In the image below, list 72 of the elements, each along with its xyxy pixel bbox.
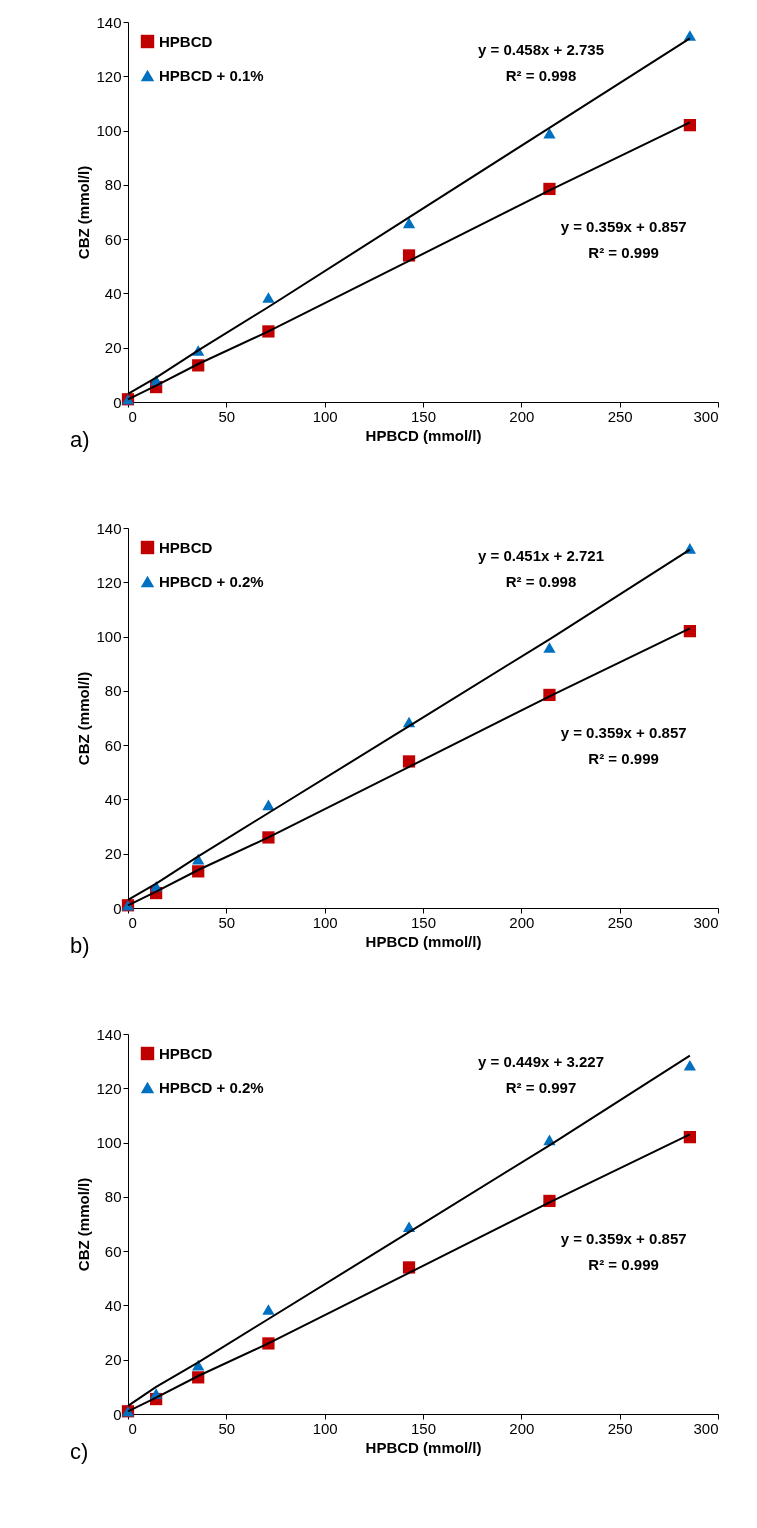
x-tick-label: 150 <box>410 1419 437 1437</box>
y-axis-title: CBZ (mmol/l) <box>75 1177 93 1272</box>
legend-label: HPBCD + 0.2% <box>159 572 264 590</box>
legend-label: HPBCD + 0.1% <box>159 66 264 84</box>
x-tick-label: 300 <box>693 407 719 425</box>
annotation: R² = 0.998 <box>505 67 577 84</box>
x-tick-label: 0 <box>128 407 137 425</box>
annotation: R² = 0.999 <box>588 244 659 261</box>
y-tick-label: 40 <box>104 1296 122 1314</box>
y-tick-label: 80 <box>104 682 122 700</box>
annotation: y = 0.449x + 3.227 <box>478 1053 604 1070</box>
text: b) <box>70 933 90 958</box>
annotation: R² = 0.999 <box>588 1256 659 1273</box>
y-tick-label: 100 <box>96 122 122 140</box>
legend-label: HPBCD <box>159 1044 213 1062</box>
y-axis-title: CBZ (mmol/l) <box>75 165 93 260</box>
x-tick-label: 100 <box>312 913 338 931</box>
x-axis-title: HPBCD (mmol/l) <box>365 426 482 444</box>
x-tick-label: 300 <box>693 913 719 931</box>
text: c) <box>70 1439 89 1464</box>
x-tick-label: 50 <box>218 913 236 931</box>
y-tick-label: 120 <box>96 1079 122 1097</box>
x-tick-label: 50 <box>218 1419 236 1437</box>
y-tick-label: 60 <box>104 230 122 248</box>
legend-label: HPBCD <box>159 32 213 50</box>
x-tick-label: 100 <box>312 407 338 425</box>
annotation: y = 0.359x + 0.857 <box>560 724 687 741</box>
x-tick-label: 0 <box>128 1419 137 1437</box>
y-tick-label: 0 <box>113 1405 122 1423</box>
annotation: y = 0.359x + 0.857 <box>560 218 687 235</box>
annotation: R² = 0.999 <box>588 750 659 767</box>
y-tick-label: 140 <box>96 1025 122 1043</box>
y-tick-label: 20 <box>104 845 122 863</box>
x-axis-title: HPBCD (mmol/l) <box>365 932 482 950</box>
y-tick-label: 80 <box>104 1188 122 1206</box>
y-tick-label: 60 <box>104 736 122 754</box>
annotation: y = 0.359x + 0.857 <box>560 1230 687 1247</box>
x-tick-label: 200 <box>509 407 535 425</box>
y-tick-label: 20 <box>104 339 122 357</box>
annotation: y = 0.451x + 2.721 <box>478 547 604 564</box>
y-tick-label: 0 <box>113 899 122 917</box>
x-tick-label: 200 <box>509 913 535 931</box>
x-tick-label: 50 <box>218 407 236 425</box>
annotation: y = 0.458x + 2.735 <box>478 41 604 58</box>
y-tick-label: 0 <box>113 393 122 411</box>
annotation: R² = 0.998 <box>505 573 577 590</box>
x-tick-label: 100 <box>312 1419 338 1437</box>
y-tick-label: 80 <box>104 176 122 194</box>
x-tick-label: 300 <box>693 1419 719 1437</box>
x-tick-label: 0 <box>128 913 137 931</box>
x-tick-label: 250 <box>607 407 633 425</box>
legend-label: HPBCD + 0.2% <box>159 1078 264 1096</box>
x-tick-label: 200 <box>509 1419 535 1437</box>
legend-label: HPBCD <box>159 538 213 556</box>
y-tick-label: 100 <box>96 1134 122 1152</box>
x-tick-label: 150 <box>410 913 437 931</box>
y-tick-label: 120 <box>96 573 122 591</box>
text: a) <box>70 427 90 452</box>
annotation: R² = 0.997 <box>505 1079 577 1096</box>
x-tick-label: 250 <box>607 913 633 931</box>
x-axis-title: HPBCD (mmol/l) <box>365 1438 482 1456</box>
y-tick-label: 40 <box>104 790 122 808</box>
y-tick-label: 100 <box>96 628 122 646</box>
y-axis-title: CBZ (mmol/l) <box>75 671 93 766</box>
y-tick-label: 120 <box>96 67 122 85</box>
y-tick-label: 140 <box>96 519 122 537</box>
y-tick-label: 20 <box>104 1351 122 1369</box>
y-tick-label: 60 <box>104 1242 122 1260</box>
y-tick-label: 40 <box>104 284 122 302</box>
x-tick-label: 150 <box>410 407 437 425</box>
y-tick-label: 140 <box>96 13 122 31</box>
x-tick-label: 250 <box>607 1419 633 1437</box>
